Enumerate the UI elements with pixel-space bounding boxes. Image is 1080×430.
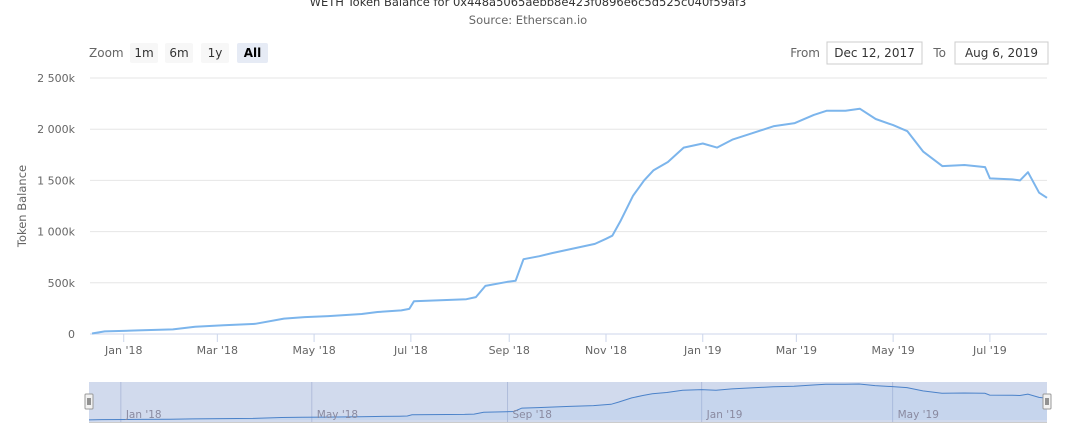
x-tick-label: Mar '18 — [197, 344, 238, 357]
y-axis-title: Token Balance — [15, 165, 29, 248]
from-label: From — [790, 46, 820, 60]
y-tick-label: 2 000k — [37, 123, 75, 136]
y-tick-label: 0 — [68, 328, 75, 341]
navigator: Jan '18 May '18 Sep '18 Jan '19 May '19 — [84, 382, 1052, 423]
svg-text:All: All — [244, 46, 262, 60]
x-tick-label: Jul '18 — [393, 344, 428, 357]
x-tick-label: May '18 — [292, 344, 335, 357]
x-tick-label: Mar '19 — [776, 344, 817, 357]
svg-text:6m: 6m — [169, 46, 188, 60]
navigator-label: May '18 — [317, 409, 358, 421]
zoom-button-1m[interactable]: 1m — [130, 43, 158, 63]
series-group — [91, 107, 1048, 335]
y-tick-label: 1 000k — [37, 226, 75, 239]
zoom-button-all[interactable]: All — [237, 43, 268, 63]
navigator-right-handle[interactable] — [1042, 393, 1052, 410]
x-tick-label: Jan '18 — [104, 344, 142, 357]
y-tick-label: 2 500k — [37, 72, 75, 85]
chart-subtitle: Source: Etherscan.io — [469, 13, 587, 27]
zoom-label: Zoom — [89, 46, 124, 60]
navigator-background — [89, 382, 1047, 422]
chart-title: WETH Token Balance for 0x448a5065aebb8e4… — [310, 0, 747, 9]
navigator-left-handle[interactable] — [84, 393, 94, 410]
svg-text:1m: 1m — [134, 46, 153, 60]
x-tick-label: Nov '18 — [585, 344, 627, 357]
grid-lines — [90, 77, 1047, 284]
x-tick-label: Sep '18 — [489, 344, 530, 357]
navigator-label: Jan '19 — [706, 409, 743, 421]
date-range: From Dec 12, 2017 To Aug 6, 2019 — [790, 41, 1049, 65]
navigator-labels: Jan '18 May '18 Sep '18 Jan '19 May '19 — [125, 409, 939, 421]
navigator-label: Sep '18 — [513, 409, 552, 421]
y-tick-label: 1 500k — [37, 174, 75, 187]
zoom-button-1y[interactable]: 1y — [201, 43, 229, 63]
to-date-input[interactable]: Aug 6, 2019 — [954, 41, 1049, 65]
svg-text:Aug 6, 2019: Aug 6, 2019 — [965, 46, 1038, 60]
navigator-selection[interactable] — [89, 382, 1047, 422]
navigator-label: May '19 — [898, 409, 939, 421]
from-date-input[interactable]: Dec 12, 2017 — [826, 41, 923, 65]
svg-text:1y: 1y — [208, 46, 223, 60]
navigator-grid — [120, 382, 894, 422]
series-line — [91, 107, 1048, 335]
zoom-button-6m[interactable]: 6m — [165, 43, 193, 63]
svg-text:Dec 12, 2017: Dec 12, 2017 — [834, 46, 914, 60]
x-tick-label: Jul '19 — [972, 344, 1007, 357]
y-axis: 0 500k 1 000k 1 500k 2 000k 2 500k — [37, 72, 75, 341]
x-tick-label: Jan '19 — [683, 344, 721, 357]
x-axis: Jan '18 Mar '18 May '18 Jul '18 Sep '18 Nov '… — [104, 334, 1007, 357]
to-label: To — [932, 46, 946, 60]
zoom-controls: Zoom 1m 6m 1y All — [89, 43, 268, 63]
navigator-line — [88, 383, 1048, 421]
y-tick-label: 500k — [48, 277, 76, 290]
navigator-label: Jan '18 — [125, 409, 162, 421]
navigator-series-group — [88, 383, 1048, 421]
navigator-area — [89, 384, 1047, 420]
x-tick-label: May '19 — [871, 344, 914, 357]
